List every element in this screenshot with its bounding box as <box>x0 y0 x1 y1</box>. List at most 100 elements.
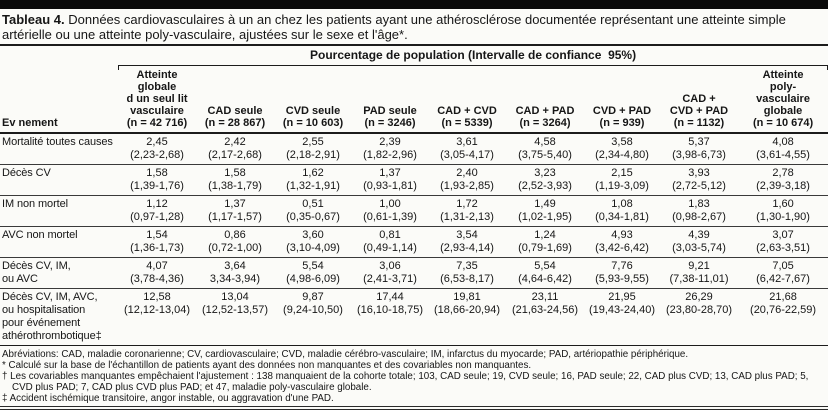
data-cell: 1,72 (1,31-2,13) <box>428 195 506 227</box>
cell-value: 21,95 <box>608 291 636 303</box>
cell-value: 1,83 <box>688 198 710 210</box>
cell-value: 26,29 <box>685 291 713 303</box>
cell-value: 1,62 <box>302 167 324 179</box>
data-cell: 1,49 (1,02-1,95) <box>506 195 584 227</box>
cell-confidence-interval: (9,24-10,50) <box>283 304 343 316</box>
cell-value: 1,00 <box>379 198 401 210</box>
column-header-event: Ev nement <box>0 65 118 134</box>
cell-confidence-interval: (18,66-20,94) <box>433 304 501 316</box>
cell-confidence-interval: (0,35-0,67) <box>286 211 340 223</box>
column-header: CAD seule (n = 28 867) <box>196 65 274 134</box>
cell-value: 17,44 <box>376 291 404 303</box>
cell-confidence-interval: (1,82-2,96) <box>363 149 417 161</box>
data-cell: 2,40 (1,93-2,85) <box>428 164 506 196</box>
data-cell: 3,60 (3,10-4,09) <box>274 226 352 258</box>
cell-confidence-interval: (2,93-4,14) <box>440 242 494 254</box>
main-table: Pourcentage de population (Intervalle de… <box>0 44 828 346</box>
data-cell: 1,08 (0,34-1,81) <box>584 195 660 227</box>
cell-value: 19,81 <box>453 291 481 303</box>
spanner-row: Pourcentage de population (Intervalle de… <box>0 45 828 69</box>
cell-confidence-interval: (2,52-3,93) <box>518 180 572 192</box>
cell-confidence-interval: (3,42-6,42) <box>595 242 649 254</box>
cell-value: 23,11 <box>531 291 559 303</box>
cell-value: 5,54 <box>534 260 556 272</box>
data-cell: 5,54 (4,64-6,42) <box>506 257 584 289</box>
footnote: * Calculé sur la base de l'échantillon d… <box>2 360 532 371</box>
cell-confidence-interval: (0,72-1,00) <box>208 242 262 254</box>
cell-value: 1,08 <box>611 198 633 210</box>
data-cell: 2,42 (2,17-2,68) <box>196 133 274 165</box>
cell-value: 1,54 <box>146 229 168 241</box>
cell-value: 1,58 <box>146 167 168 179</box>
cell-confidence-interval: (1,02-1,95) <box>518 211 572 223</box>
table-row: Décès CV, IM, AVC, ou hospitalisation po… <box>0 288 828 346</box>
column-header: CAD + CVD + PAD (n = 1132) <box>660 65 738 134</box>
cell-value: 4,93 <box>611 229 633 241</box>
data-cell: 1,60 (1,30-1,90) <box>738 195 828 227</box>
data-cell: 3,06 (2,41-3,71) <box>352 257 428 289</box>
data-cell: 3,64 3,34-3,94) <box>196 257 274 289</box>
cell-confidence-interval: (3,03-5,74) <box>672 242 726 254</box>
column-header: CVD + PAD (n = 939) <box>584 65 660 134</box>
cell-value: 1,37 <box>379 167 401 179</box>
cell-value: 4,08 <box>772 136 794 148</box>
data-cell: 2,45 (2,23-2,68) <box>118 133 196 165</box>
cell-value: 3,61 <box>456 136 478 148</box>
cell-confidence-interval: (2,18-2,91) <box>286 149 340 161</box>
data-cell: 2,15 (1,19-3,09) <box>584 164 660 196</box>
cell-confidence-interval: (2,34-4,80) <box>595 149 649 161</box>
cell-confidence-interval: (6,53-8,17) <box>440 273 494 285</box>
cell-value: 1,72 <box>456 198 478 210</box>
data-cell: 19,81 (18,66-20,94) <box>428 288 506 346</box>
data-cell: 1,83 (0,98-2,67) <box>660 195 738 227</box>
table-body: Mortalité toutes causes 2,45 (2,23-2,68) 2,… <box>0 133 828 346</box>
cell-value: 0,51 <box>302 198 324 210</box>
cell-value: 1,12 <box>146 198 168 210</box>
data-cell: 7,35 (6,53-8,17) <box>428 257 506 289</box>
cell-confidence-interval: (3,10-4,09) <box>286 242 340 254</box>
data-cell: 4,07 (3,78-4,36) <box>118 257 196 289</box>
data-cell: 1,00 (0,61-1,39) <box>352 195 428 227</box>
cell-confidence-interval: (3,98-6,73) <box>672 149 726 161</box>
cell-value: 1,49 <box>534 198 556 210</box>
cell-value: 2,42 <box>224 136 246 148</box>
cell-value: 7,35 <box>456 260 478 272</box>
cell-value: 2,55 <box>302 136 324 148</box>
cell-confidence-interval: (0,93-1,81) <box>363 180 417 192</box>
column-header: Atteinte globale d un seul lit vasculair… <box>118 65 196 134</box>
cell-confidence-interval: (3,05-4,17) <box>440 149 494 161</box>
data-cell: 3,61 (3,05-4,17) <box>428 133 506 165</box>
cell-confidence-interval: (4,64-6,42) <box>518 273 572 285</box>
cell-confidence-interval: (12,12-13,04) <box>123 304 191 316</box>
cell-confidence-interval: (1,39-1,76) <box>130 180 184 192</box>
cell-value: 5,37 <box>688 136 710 148</box>
cell-confidence-interval: (0,49-1,14) <box>363 242 417 254</box>
cell-confidence-interval: (21,63-24,56) <box>511 304 579 316</box>
data-cell: 9,87 (9,24-10,50) <box>274 288 352 346</box>
column-header-row: Ev nement Atteinte globale d un seul lit… <box>0 65 828 134</box>
cell-confidence-interval: (1,17-1,57) <box>208 211 262 223</box>
data-cell: 1,62 (1,32-1,91) <box>274 164 352 196</box>
data-cell: 7,76 (5,93-9,55) <box>584 257 660 289</box>
cell-confidence-interval: (2,23-2,68) <box>130 149 184 161</box>
cell-value: 4,07 <box>146 260 168 272</box>
data-cell: 1,58 (1,38-1,79) <box>196 164 274 196</box>
cell-value: 5,54 <box>302 260 324 272</box>
data-cell: 12,58 (12,12-13,04) <box>118 288 196 346</box>
cell-confidence-interval: 3,34-3,94) <box>209 273 261 285</box>
cell-value: 4,39 <box>688 229 710 241</box>
data-cell: 3,23 (2,52-3,93) <box>506 164 584 196</box>
data-cell: 3,93 (2,72-5,12) <box>660 164 738 196</box>
data-cell: 9,21 (7,38-11,01) <box>660 257 738 289</box>
cell-value: 9,87 <box>302 291 324 303</box>
cell-confidence-interval: (2,72-5,12) <box>672 180 726 192</box>
cell-value: 3,54 <box>456 229 478 241</box>
cell-confidence-interval: (3,75-5,40) <box>518 149 572 161</box>
cell-value: 2,78 <box>772 167 794 179</box>
cell-confidence-interval: (23,80-28,70) <box>665 304 733 316</box>
cell-value: 2,39 <box>379 136 401 148</box>
data-cell: 17,44 (16,10-18,75) <box>352 288 428 346</box>
cell-value: 13,04 <box>221 291 249 303</box>
cell-confidence-interval: (19,43-24,40) <box>588 304 656 316</box>
data-cell: 2,55 (2,18-2,91) <box>274 133 352 165</box>
